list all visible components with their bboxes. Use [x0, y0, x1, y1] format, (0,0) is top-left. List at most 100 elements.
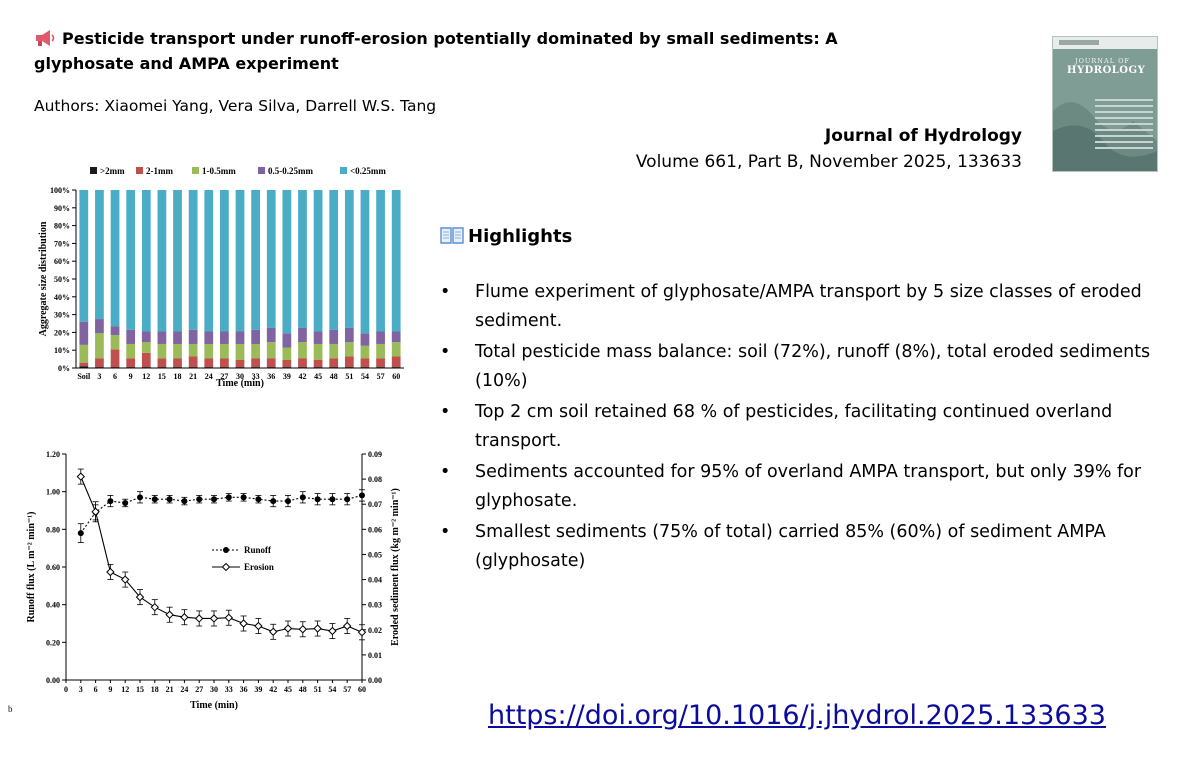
- bar-segment: [220, 331, 229, 344]
- bar-segment: [282, 359, 292, 368]
- bar-segment: [313, 331, 323, 344]
- data-point: [107, 498, 114, 505]
- bar-segment: [110, 349, 120, 368]
- bar-segment: [329, 358, 339, 368]
- bar-segment: [141, 190, 151, 332]
- bar-segment: [79, 190, 89, 322]
- paper-title-text: Pesticide transport under runoff-erosion…: [34, 29, 838, 73]
- y2-tick-label: 0.03: [368, 601, 382, 610]
- y-tick-label: 0.80: [46, 525, 60, 534]
- data-point: [357, 628, 367, 637]
- y-tick-label: 90%: [54, 204, 70, 213]
- bar-segment: [141, 352, 151, 368]
- bar-segment: [391, 356, 401, 368]
- doi-link[interactable]: https://doi.org/10.1016/j.jhydrol.2025.1…: [488, 700, 1106, 731]
- bar-segment: [173, 190, 182, 332]
- highlight-item: Total pesticide mass balance: soil (72%)…: [440, 338, 1180, 396]
- bar-segment: [329, 190, 339, 330]
- y-tick-label: 70%: [54, 239, 70, 248]
- bar-segment: [391, 331, 401, 343]
- x-tick-label: 6: [113, 372, 117, 381]
- bar-segment: [126, 343, 136, 359]
- bar-segment: [110, 326, 120, 336]
- x-tick-label: 57: [377, 372, 385, 381]
- bar-segment: [251, 343, 260, 359]
- highlight-item: Flume experiment of glyphosate/AMPA tran…: [440, 278, 1180, 336]
- x-tick-label: 42: [269, 685, 277, 694]
- data-point: [314, 496, 321, 503]
- legend-swatch: [340, 167, 347, 174]
- x-tick-label: 33: [252, 372, 260, 381]
- data-point: [181, 498, 188, 505]
- x-tick-label: 27: [195, 685, 203, 694]
- bar-segment: [220, 343, 229, 359]
- y-axis-label: Runoff flux (L m⁻² min⁻¹): [26, 511, 37, 622]
- x-tick-label: 30: [210, 685, 218, 694]
- bar-segment: [157, 331, 167, 344]
- legend-label: Erosion: [244, 562, 274, 572]
- bar-segment: [126, 329, 136, 344]
- highlight-item: Top 2 cm soil retained 68 % of pesticide…: [440, 398, 1180, 456]
- bar-segment: [126, 190, 136, 330]
- bar-segment: [110, 190, 120, 327]
- y2-axis-label: Eroded sediment flux (kg m⁻² min⁻¹): [390, 488, 401, 646]
- bar-segment: [360, 190, 370, 334]
- data-point: [255, 496, 262, 503]
- highlights-title: Highlights: [468, 226, 573, 247]
- bar-segment: [266, 327, 276, 343]
- x-tick-label: 18: [151, 685, 159, 694]
- bar-segment: [95, 358, 104, 368]
- x-tick-label: 9: [129, 372, 133, 381]
- bar-segment: [298, 190, 307, 328]
- bar-segment: [141, 342, 151, 353]
- bar-segment: [235, 359, 245, 368]
- bar-segment: [329, 343, 339, 359]
- bar-segment: [344, 327, 354, 343]
- data-point: [342, 621, 352, 631]
- legend-swatch: [90, 167, 97, 174]
- bar-segment: [204, 331, 214, 344]
- panel-label: b: [8, 704, 13, 714]
- data-point: [299, 494, 306, 501]
- legend-label: Runoff: [244, 545, 272, 555]
- x-tick-label: Soil: [77, 372, 91, 381]
- legend-swatch: [136, 167, 143, 174]
- y2-tick-label: 0.06: [368, 525, 382, 534]
- legend-swatch: [258, 167, 265, 174]
- bar-segment: [376, 358, 385, 368]
- bar-segment: [344, 190, 354, 328]
- x-tick-label: 24: [180, 685, 188, 694]
- data-point: [180, 613, 189, 622]
- bar-segment: [126, 358, 136, 368]
- data-point: [120, 575, 130, 584]
- paper-title: Pesticide transport under runoff-erosion…: [34, 28, 914, 75]
- bar-segment: [298, 342, 307, 359]
- bar-segment: [313, 359, 323, 368]
- data-point: [344, 496, 351, 503]
- data-point: [135, 592, 145, 602]
- y-tick-label: 60%: [54, 257, 70, 266]
- bar-segment: [313, 343, 323, 360]
- x-tick-label: 48: [299, 685, 307, 694]
- data-point: [122, 499, 129, 506]
- y-tick-label: 0.40: [46, 601, 60, 610]
- bar-segment: [188, 343, 198, 357]
- bar-segment: [298, 358, 307, 368]
- y2-tick-label: 0.05: [368, 550, 382, 559]
- bar-segment: [79, 362, 89, 367]
- bar-segment: [157, 358, 167, 368]
- x-tick-label: 45: [284, 685, 292, 694]
- bar-segment: [313, 190, 323, 332]
- open-book-icon: [440, 225, 464, 250]
- bar-segment: [282, 347, 292, 360]
- bar-segment: [110, 335, 120, 350]
- data-point: [91, 507, 100, 516]
- highlight-item: Sediments accounted for 95% of overland …: [440, 458, 1180, 516]
- y2-tick-label: 0.07: [368, 500, 382, 509]
- legend-label: <0.25mm: [350, 166, 386, 176]
- y2-tick-label: 0.09: [368, 450, 382, 459]
- bar-segment: [235, 331, 245, 344]
- x-tick-label: 3: [97, 372, 101, 381]
- data-point: [283, 624, 293, 633]
- bar-segment: [360, 358, 370, 368]
